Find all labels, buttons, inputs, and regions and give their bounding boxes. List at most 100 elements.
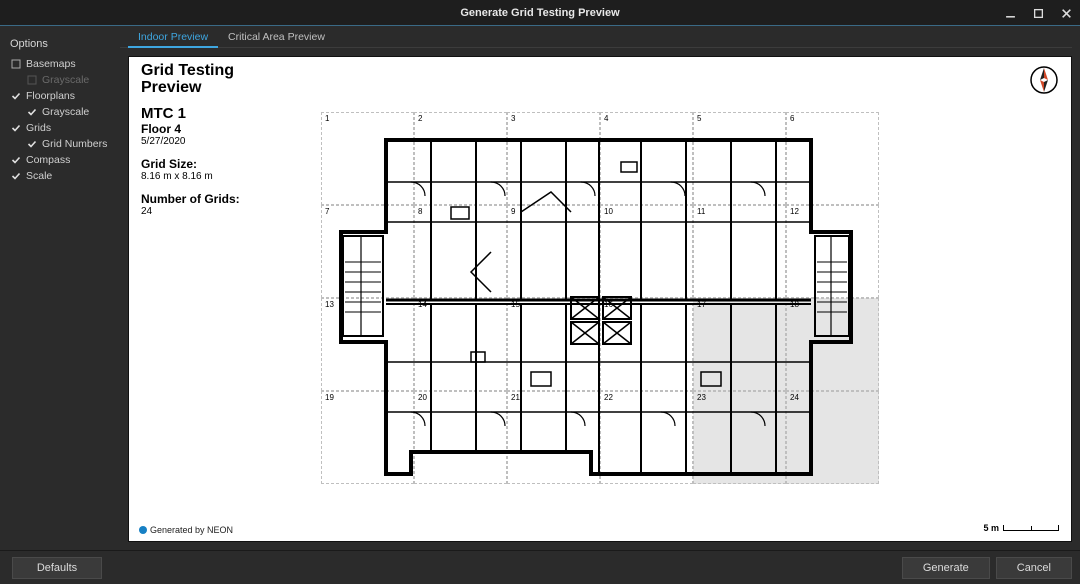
option-grayscale[interactable]: Grayscale [0, 104, 120, 120]
preview-header: Grid Testing Preview MTC 1 Floor 4 5/27/… [141, 63, 240, 217]
bottom-bar: Defaults Generate Cancel [0, 550, 1080, 584]
minimize-button[interactable] [996, 0, 1024, 26]
grid-cell: 9 [507, 205, 600, 298]
preview-title-2: Preview [141, 80, 240, 97]
option-basemaps[interactable]: Basemaps [0, 56, 120, 72]
checkbox-icon [10, 122, 22, 134]
grid-cell: 23 [693, 391, 786, 484]
maximize-button[interactable] [1024, 0, 1052, 26]
grid-cell: 20 [414, 391, 507, 484]
grid-number: 22 [604, 393, 613, 402]
option-compass[interactable]: Compass [0, 152, 120, 168]
option-floorplans[interactable]: Floorplans [0, 88, 120, 104]
grid-number: 12 [790, 207, 799, 216]
option-scale[interactable]: Scale [0, 168, 120, 184]
grid-cell: 22 [600, 391, 693, 484]
option-label: Grayscale [42, 74, 89, 86]
grid-cell: 12 [786, 205, 879, 298]
preview-date: 5/27/2020 [141, 136, 240, 147]
grid-size-value: 8.16 m x 8.16 m [141, 171, 240, 182]
num-grids-label: Number of Grids: [141, 192, 240, 206]
grid-cell: 6 [786, 112, 879, 205]
generated-by: Generated by NEON [139, 525, 233, 535]
option-grid-numbers[interactable]: Grid Numbers [0, 136, 120, 152]
grid-cell: 17 [693, 298, 786, 391]
grid-cell: 14 [414, 298, 507, 391]
grid-cell: 16 [600, 298, 693, 391]
checkbox-icon [10, 58, 22, 70]
option-grids[interactable]: Grids [0, 120, 120, 136]
preview-canvas: Grid Testing Preview MTC 1 Floor 4 5/27/… [128, 56, 1072, 542]
grid-cell: 1 [321, 112, 414, 205]
window-buttons [996, 0, 1080, 26]
tab-indoor-preview[interactable]: Indoor Preview [128, 27, 218, 48]
grid-number: 6 [790, 114, 794, 123]
grid-cell: 11 [693, 205, 786, 298]
grid-cell: 13 [321, 298, 414, 391]
scale-label: 5 m [983, 523, 999, 533]
option-label: Grid Numbers [42, 138, 107, 150]
grid-cell: 2 [414, 112, 507, 205]
grid-cell: 15 [507, 298, 600, 391]
grid-number: 4 [604, 114, 608, 123]
option-label: Compass [26, 154, 70, 166]
compass-icon [1029, 65, 1059, 95]
grid-number: 10 [604, 207, 613, 216]
grid-cell: 4 [600, 112, 693, 205]
options-header: Options [0, 34, 120, 56]
close-button[interactable] [1052, 0, 1080, 26]
grid-cell: 7 [321, 205, 414, 298]
option-label: Basemaps [26, 58, 76, 70]
grid-number: 23 [697, 393, 706, 402]
grid-number: 7 [325, 207, 329, 216]
option-label: Grids [26, 122, 51, 134]
grid-cell: 18 [786, 298, 879, 391]
cancel-button[interactable]: Cancel [996, 557, 1072, 579]
grid-cell: 21 [507, 391, 600, 484]
checkbox-icon [26, 74, 38, 86]
defaults-button[interactable]: Defaults [12, 557, 102, 579]
grid-number: 5 [697, 114, 701, 123]
checkbox-icon [26, 106, 38, 118]
tab-critical-area-preview[interactable]: Critical Area Preview [218, 27, 335, 47]
grid-number: 15 [511, 300, 520, 309]
checkbox-icon [10, 170, 22, 182]
floor-name: Floor 4 [141, 122, 240, 136]
grid-number: 21 [511, 393, 520, 402]
grid-number: 19 [325, 393, 334, 402]
option-label: Scale [26, 170, 52, 182]
grid-overlay: 242322212019181716151413121110987654321 [321, 112, 879, 484]
grid-cell: 3 [507, 112, 600, 205]
grid-cell: 10 [600, 205, 693, 298]
num-grids-value: 24 [141, 206, 240, 217]
checkbox-icon [10, 90, 22, 102]
scale-bar: 5 m [983, 523, 1059, 533]
grid-cell: 24 [786, 391, 879, 484]
option-grayscale: Grayscale [0, 72, 120, 88]
grid-cell: 8 [414, 205, 507, 298]
generate-button[interactable]: Generate [902, 557, 990, 579]
option-label: Grayscale [42, 106, 89, 118]
window-title: Generate Grid Testing Preview [460, 7, 619, 19]
preview-title-1: Grid Testing [141, 63, 240, 80]
grid-cell: 19 [321, 391, 414, 484]
grid-number: 9 [511, 207, 515, 216]
checkbox-icon [10, 154, 22, 166]
grid-number: 2 [418, 114, 422, 123]
option-label: Floorplans [26, 90, 75, 102]
main-panel: Indoor PreviewCritical Area Preview Grid… [120, 26, 1080, 550]
grid-size-label: Grid Size: [141, 157, 240, 171]
scale-line [1003, 525, 1059, 531]
titlebar: Generate Grid Testing Preview [0, 0, 1080, 26]
grid-number: 18 [790, 300, 799, 309]
grid-number: 3 [511, 114, 515, 123]
grid-number: 8 [418, 207, 422, 216]
grid-number: 24 [790, 393, 799, 402]
grid-number: 11 [697, 207, 705, 216]
generated-by-label: Generated by NEON [150, 525, 233, 535]
grid-number: 17 [697, 300, 706, 309]
grid-number: 1 [325, 114, 329, 123]
grid-number: 20 [418, 393, 427, 402]
grid-number: 14 [418, 300, 427, 309]
neon-logo-icon [139, 526, 147, 534]
